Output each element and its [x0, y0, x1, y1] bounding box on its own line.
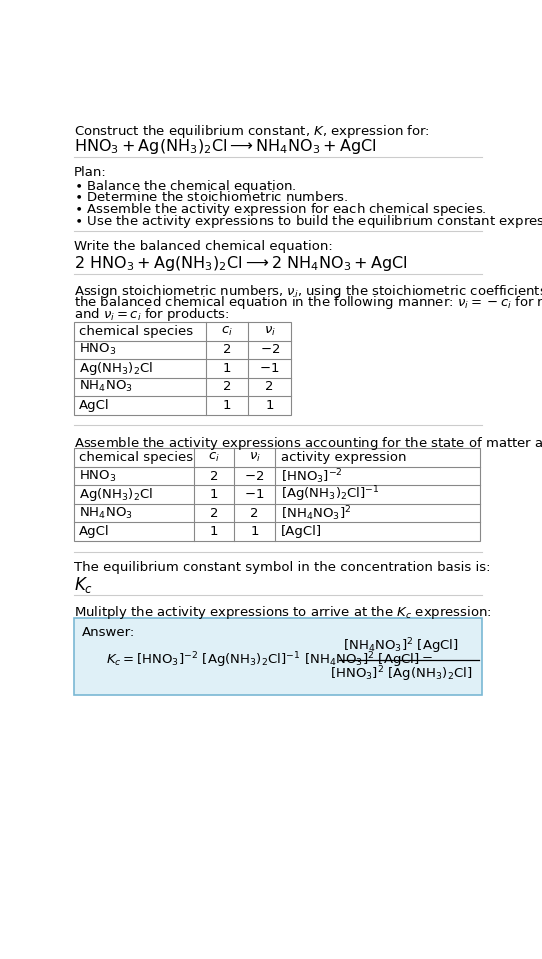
Text: $\mathrm{HNO_3 + Ag(NH_3)_2Cl \longrightarrow NH_4NO_3 + AgCl}$: $\mathrm{HNO_3 + Ag(NH_3)_2Cl \longright… [74, 136, 377, 155]
Bar [74, 322, 291, 414]
Text: $\mathrm{Ag(NH_3)_2Cl}$: $\mathrm{Ag(NH_3)_2Cl}$ [79, 486, 153, 503]
Text: $-2$: $-2$ [244, 470, 264, 482]
Text: 1: 1 [223, 362, 231, 375]
Text: Assign stoichiometric numbers, $\nu_i$, using the stoichiometric coefficients, $: Assign stoichiometric numbers, $\nu_i$, … [74, 283, 542, 300]
Text: 2: 2 [223, 343, 231, 357]
Text: 1: 1 [223, 399, 231, 411]
Text: $-2$: $-2$ [260, 343, 280, 357]
Bar [74, 449, 480, 541]
Text: The equilibrium constant symbol in the concentration basis is:: The equilibrium constant symbol in the c… [74, 561, 491, 573]
Text: $\mathrm{HNO_3}$: $\mathrm{HNO_3}$ [79, 342, 116, 358]
Text: Plan:: Plan: [74, 166, 107, 179]
Text: $[\mathrm{Ag(NH_3)_2Cl}]^{-1}$: $[\mathrm{Ag(NH_3)_2Cl}]^{-1}$ [281, 485, 379, 504]
Text: 2: 2 [250, 506, 259, 520]
Text: AgCl: AgCl [79, 399, 109, 411]
Text: $[\mathrm{HNO_3}]^{-2}$: $[\mathrm{HNO_3}]^{-2}$ [281, 467, 343, 485]
Text: 1: 1 [210, 488, 218, 502]
Text: 2: 2 [223, 381, 231, 393]
Text: $[\mathrm{HNO_3}]^2\ [\mathrm{Ag(NH_3)_2Cl}]$: $[\mathrm{HNO_3}]^2\ [\mathrm{Ag(NH_3)_2… [330, 664, 472, 684]
Text: 2: 2 [210, 506, 218, 520]
Text: $\mathrm{Ag(NH_3)_2Cl}$: $\mathrm{Ag(NH_3)_2Cl}$ [79, 360, 153, 377]
Text: $\mathrm{NH_4NO_3}$: $\mathrm{NH_4NO_3}$ [79, 380, 132, 394]
Text: $[\mathrm{NH_4NO_3}]^2\ [\mathrm{AgCl}]$: $[\mathrm{NH_4NO_3}]^2\ [\mathrm{AgCl}]$ [343, 637, 459, 656]
Text: $\nu_i$: $\nu_i$ [263, 325, 275, 338]
Text: $\bullet$ Balance the chemical equation.: $\bullet$ Balance the chemical equation. [74, 178, 296, 196]
Text: activity expression: activity expression [281, 452, 406, 464]
Text: 2: 2 [210, 470, 218, 482]
Text: AgCl: AgCl [79, 526, 109, 538]
Text: Assemble the activity expressions accounting for the state of matter and $\nu_i$: Assemble the activity expressions accoun… [74, 434, 542, 452]
Text: 1: 1 [250, 526, 259, 538]
Text: and $\nu_i = c_i$ for products:: and $\nu_i = c_i$ for products: [74, 306, 230, 323]
Text: $\mathrm{HNO_3}$: $\mathrm{HNO_3}$ [79, 469, 116, 483]
Text: 1: 1 [210, 526, 218, 538]
Text: $[\mathrm{NH_4NO_3}]^2$: $[\mathrm{NH_4NO_3}]^2$ [281, 503, 351, 523]
Text: [AgCl]: [AgCl] [281, 526, 322, 538]
Text: $\mathrm{NH_4NO_3}$: $\mathrm{NH_4NO_3}$ [79, 505, 132, 521]
Text: 2: 2 [266, 381, 274, 393]
Text: $c_i$: $c_i$ [208, 451, 220, 464]
Text: $-1$: $-1$ [244, 488, 264, 502]
Text: Mulitply the activity expressions to arrive at the $K_c$ expression:: Mulitply the activity expressions to arr… [74, 604, 492, 621]
Text: $\bullet$ Use the activity expressions to build the equilibrium constant express: $\bullet$ Use the activity expressions t… [74, 213, 542, 230]
Text: chemical species: chemical species [79, 452, 193, 464]
Text: $K_c = [\mathrm{HNO_3}]^{-2}\ [\mathrm{Ag(NH_3)_2Cl}]^{-1}\ [\mathrm{NH_4NO_3}]^: $K_c = [\mathrm{HNO_3}]^{-2}\ [\mathrm{A… [106, 650, 434, 670]
Text: Construct the equilibrium constant, $K$, expression for:: Construct the equilibrium constant, $K$,… [74, 123, 430, 140]
Text: $-1$: $-1$ [260, 362, 280, 375]
Text: $\nu_i$: $\nu_i$ [249, 451, 261, 464]
Text: chemical species: chemical species [79, 325, 193, 338]
Bar [74, 618, 482, 695]
Text: $\bullet$ Determine the stoichiometric numbers.: $\bullet$ Determine the stoichiometric n… [74, 190, 349, 203]
Text: Write the balanced chemical equation:: Write the balanced chemical equation: [74, 240, 333, 253]
Text: $\mathrm{2\ HNO_3 + Ag(NH_3)_2Cl \longrightarrow 2\ NH_4NO_3 + AgCl}$: $\mathrm{2\ HNO_3 + Ag(NH_3)_2Cl \longri… [74, 254, 408, 272]
Text: the balanced chemical equation in the following manner: $\nu_i = -c_i$ for react: the balanced chemical equation in the fo… [74, 294, 542, 312]
Text: $K_c$: $K_c$ [74, 574, 93, 595]
Text: 1: 1 [266, 399, 274, 411]
Text: $c_i$: $c_i$ [221, 325, 233, 338]
Text: $\bullet$ Assemble the activity expression for each chemical species.: $\bullet$ Assemble the activity expressi… [74, 201, 487, 219]
Text: Answer:: Answer: [82, 625, 135, 639]
